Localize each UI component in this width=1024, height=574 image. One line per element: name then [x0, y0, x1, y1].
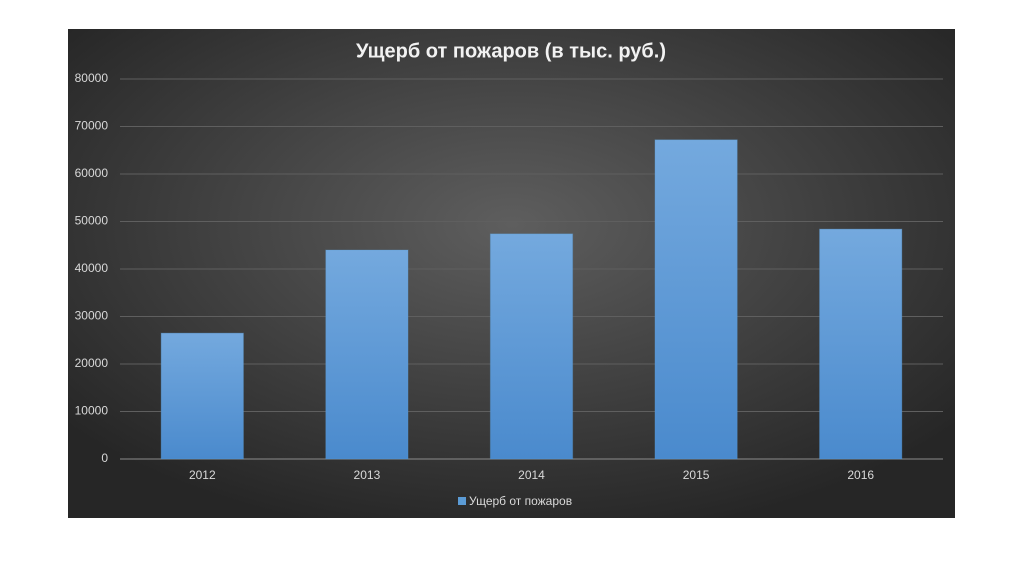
y-tick-label: 0	[101, 451, 108, 465]
x-tick-label: 2013	[354, 468, 381, 482]
bar	[325, 249, 409, 460]
bar	[160, 332, 244, 460]
y-tick-label: 60000	[75, 166, 109, 180]
x-tick-label: 2014	[518, 468, 545, 482]
y-tick-label: 40000	[75, 261, 109, 275]
y-tick-label: 50000	[75, 214, 109, 228]
x-tick-label: 2016	[847, 468, 874, 482]
x-tick-label: 2012	[189, 468, 216, 482]
bar	[654, 139, 738, 460]
y-tick-label: 10000	[75, 404, 109, 418]
y-tick-label: 80000	[75, 71, 109, 85]
chart-title: Ущерб от пожаров (в тыс. руб.)	[356, 40, 666, 62]
legend-swatch	[458, 497, 466, 505]
y-tick-label: 30000	[75, 309, 109, 323]
bar	[819, 228, 903, 460]
legend-label: Ущерб от пожаров	[469, 494, 572, 508]
x-tick-label: 2015	[683, 468, 710, 482]
y-tick-label: 20000	[75, 356, 109, 370]
y-tick-label: 70000	[75, 119, 109, 133]
bar	[489, 233, 574, 460]
